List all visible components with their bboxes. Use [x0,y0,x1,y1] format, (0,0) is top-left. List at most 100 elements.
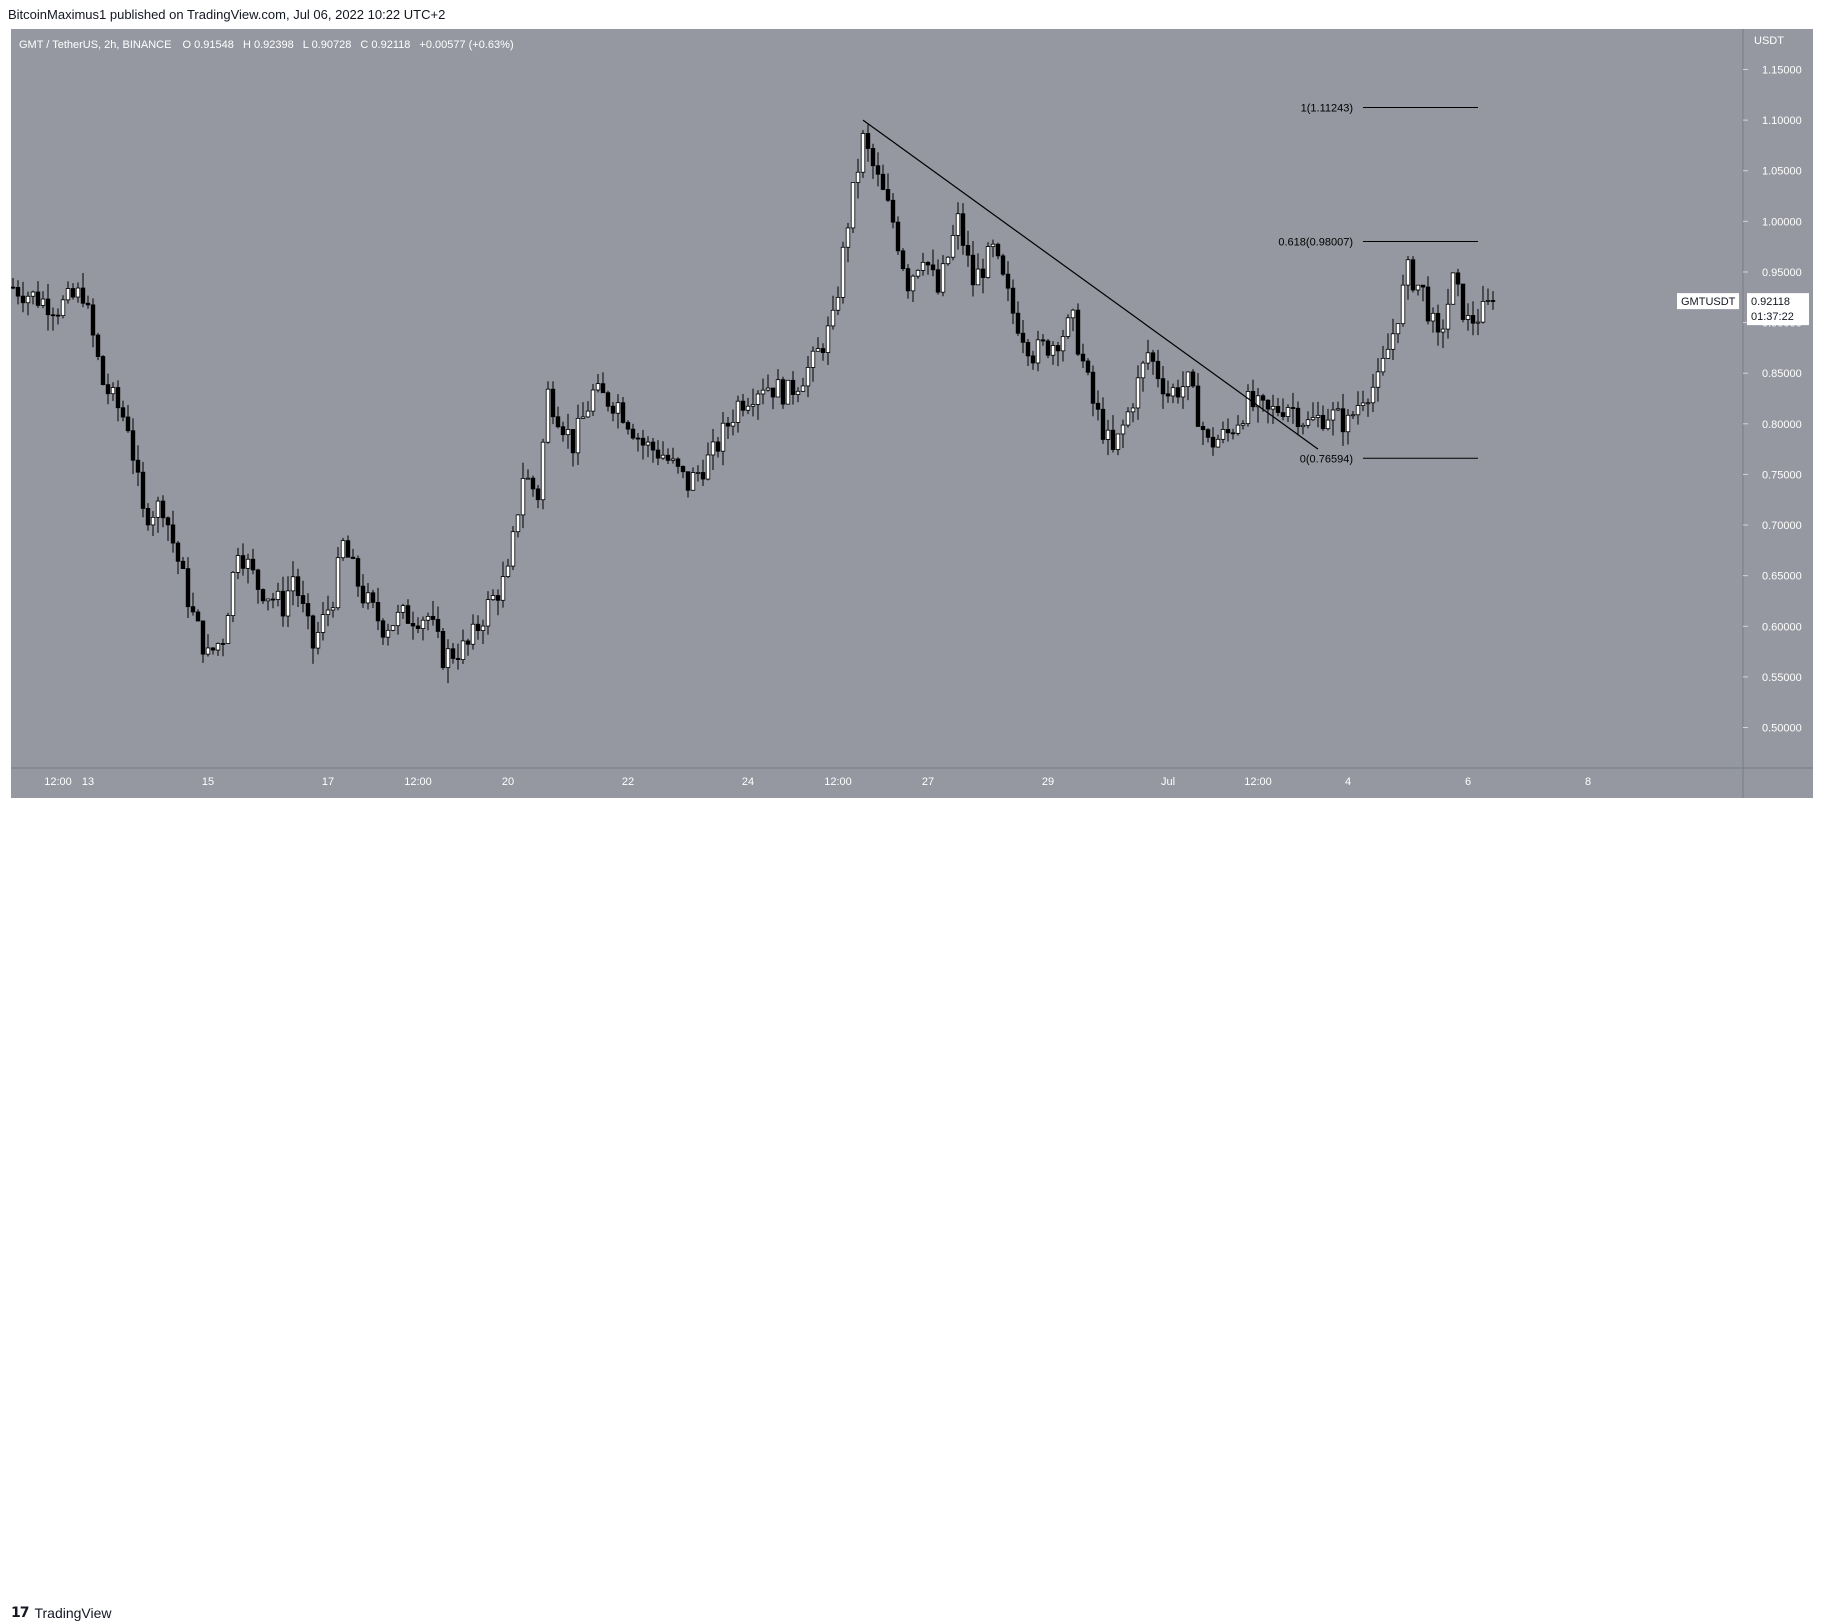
candle-down [475,623,481,632]
tradingview-logo[interactable]: 17 TradingView [11,1605,112,1621]
candle-up [1035,339,1041,364]
candle-down [700,472,706,480]
candle-down [1025,341,1031,357]
candle-up [540,441,546,501]
legend-low-label: L [303,39,309,51]
candle-up [1375,371,1381,388]
candle-down [530,477,536,490]
candle-up [830,309,836,327]
plot-area[interactable]: 1(1.11243) 0.618(0.98007) 0(0.76594) [10,29,1743,768]
time-tick-label: 12:00 [1244,776,1272,788]
candle-down [1045,340,1051,356]
candle-down [190,606,196,613]
trendline[interactable] [862,119,1319,450]
candle-up [1400,284,1406,325]
candle-down [890,199,896,223]
candle-down [685,471,691,491]
candle-down [35,291,41,306]
candle-up [720,422,726,452]
candle-down [280,590,286,617]
candle-down [640,437,646,446]
price-chart[interactable]: 1(1.11243) 0.618(0.98007) 0(0.76594) USDT … [10,29,1813,798]
price-tick-label: 0.85000 [1762,368,1802,380]
candle-down [85,302,91,306]
legend-close: 0.92118 [371,39,410,51]
candle-down [725,422,731,427]
candle-up [205,647,211,655]
candle-down [820,348,826,353]
fib-level-label: 0.618(0.98007) [1278,237,1353,249]
candle-down [95,334,101,357]
candle-down [465,640,471,645]
chart-frame[interactable]: 1(1.11243) 0.618(0.98007) 0(0.76594) USDT … [10,29,1813,798]
candle-up [835,296,841,311]
candle-down [120,407,126,418]
time-tick-label: 17 [322,776,334,788]
candle-down [885,189,891,201]
candle-down [1210,436,1216,448]
candle-up [155,500,161,518]
candle-down [220,643,226,645]
price-scale[interactable]: USDT 1.15000 1.10000 1.05000 1.00000 0.95000… [1677,35,1809,735]
candle-up [215,643,221,651]
candle-up [30,291,36,297]
candle-up [1140,362,1146,379]
candle-up [985,246,991,278]
candle-down [680,465,686,473]
candle-down [605,392,611,407]
candle-down [1435,312,1441,333]
candle-up [500,576,506,601]
candle-down [1020,332,1026,343]
candle-up [1305,419,1311,426]
candle-up [275,590,281,600]
candle-up [400,605,406,613]
candle-up [235,555,241,573]
candle-up [1335,408,1341,411]
candle-up [825,325,831,353]
candle-up [1240,423,1246,426]
candle-up [955,213,961,236]
candle-down [130,430,136,461]
candle-up [290,576,296,592]
last-price: 0.92118 [1751,296,1790,308]
candle-up [1330,409,1336,421]
candle-up [320,614,326,633]
candle-up [510,531,516,567]
candle-down [560,426,566,436]
candle-down [450,648,456,659]
time-scale[interactable]: 12:00 13 15 17 12:00 20 22 24 12:00 27 29 Jul 12:00 4… [44,776,1591,788]
candle-up [1355,405,1361,416]
candle-up [340,540,346,559]
symbol-price-label: GMTUSDT 0.92118 01:37:22 [1677,293,1809,326]
candle-up [1115,433,1121,450]
candle-up [910,275,916,292]
candle-down [535,488,541,501]
candle-up [1245,391,1251,425]
candle-down [995,243,1001,257]
candle-down [740,400,746,411]
candle-down [1055,345,1061,352]
publish-header: BitcoinMaximus1 published on TradingView… [0,0,1824,29]
candle-down [295,576,301,596]
candle-down [45,298,51,316]
candles-group [10,124,1496,684]
candle-up [670,458,676,461]
candle-up [485,599,491,627]
candle-up [460,640,466,660]
candle-down [895,221,901,252]
candle-down [1030,355,1036,364]
candle-up [385,629,391,638]
candle-up [785,379,791,405]
candle-down [1155,360,1161,380]
candle-up [505,565,511,577]
candle-down [1420,284,1426,288]
candle-down [970,254,976,286]
candle-down [790,379,796,395]
legend-open: 0.91548 [194,39,234,51]
fib-retracement[interactable]: 1(1.11243) 0.618(0.98007) 0(0.76594) [1278,103,1478,466]
candle-up [615,402,621,414]
candle-up [420,619,426,629]
candle-down [185,568,191,608]
price-tick-label: 0.55000 [1762,672,1802,684]
legend-high: 0.92398 [254,39,294,51]
